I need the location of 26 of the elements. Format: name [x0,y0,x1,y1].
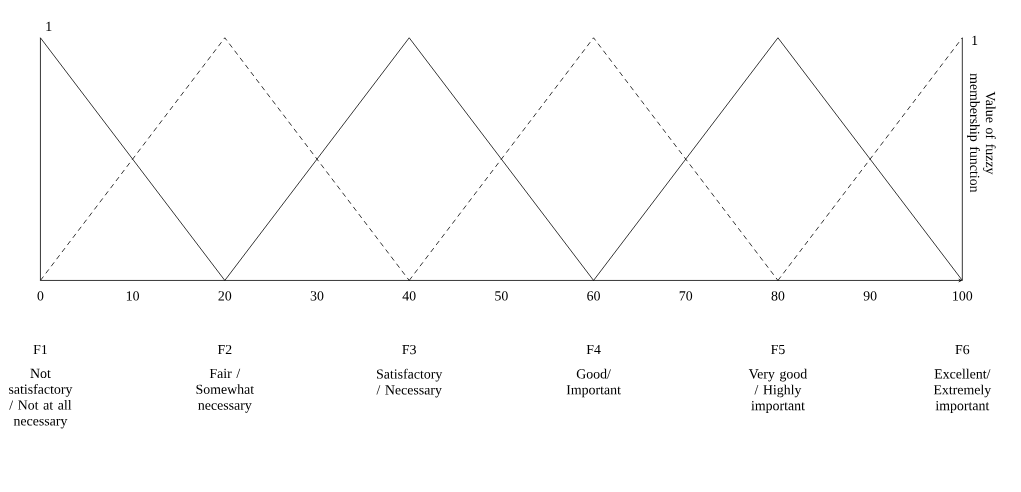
y2-axis-title: Value of fuzzy membership function [967,73,996,193]
x-tick-label: 80 [771,291,785,301]
text: 1 [46,21,52,31]
text: F6 [955,344,970,355]
x-tick-label: 100 [953,291,973,301]
x-tick-label: 90 [863,291,877,301]
text: Not satisfactory / Not at all necessary [9,368,73,429]
x-tick-label: 0 [37,291,44,301]
text: Excellent/ Extremely important [933,368,992,413]
text: F2 [217,344,232,354]
text: Good/ Important [566,368,621,398]
text: Very good / Highly important [748,368,808,413]
text: F3 [402,344,416,355]
text: Fair / Somewhat necessary [196,368,255,413]
x-tick-label: 20 [218,291,232,301]
text: Satisfactory / Necessary [376,368,443,398]
x-tick-label: 60 [587,291,600,301]
x-tick-label: 40 [402,291,416,301]
x-tick-label: 70 [679,291,693,301]
text: F5 [771,344,785,355]
x-tick-label: 30 [310,291,324,301]
text: 1 [972,35,978,45]
x-tick-label: 50 [495,291,508,301]
text: F1 [33,344,47,354]
x-tick-label: 10 [126,291,140,301]
text: F4 [586,344,601,354]
